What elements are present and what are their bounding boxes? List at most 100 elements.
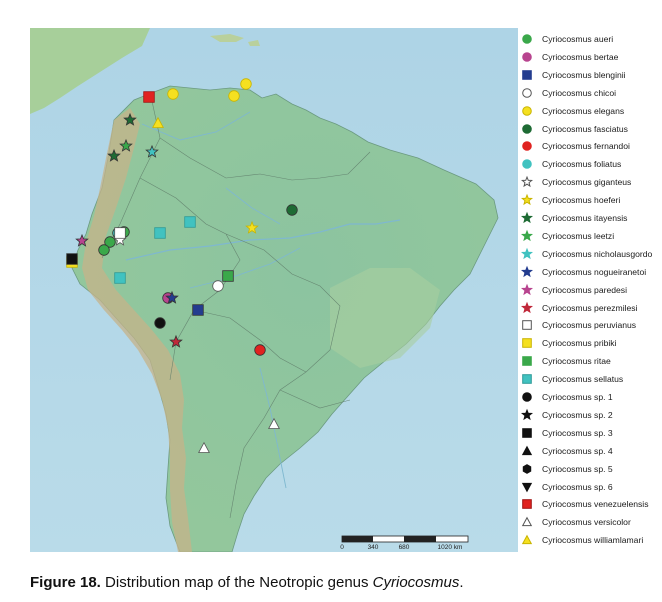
caption-text: Distribution map of the Neotropic genus (100, 574, 373, 591)
legend-item: Cyriocosmus sp. 6 (520, 478, 613, 496)
legend-symbol-star-icon (521, 247, 533, 259)
legend-label: Cyriocosmus versicolor (542, 517, 631, 528)
legend-item: Cyriocosmus nicholausgordo (520, 245, 652, 263)
legend-item: Cyriocosmus fernandoi (520, 137, 630, 155)
legend-item: Cyriocosmus blenginii (520, 66, 626, 84)
legend-symbol-star-icon (521, 283, 533, 295)
legend-symbol-star-icon (521, 175, 533, 188)
map-marker-square (66, 253, 78, 265)
map-marker-circle (167, 88, 179, 100)
map-marker-circle (104, 236, 116, 248)
legend-symbol-circle-icon (522, 105, 532, 116)
legend-item: Cyriocosmus williamlamari (520, 531, 643, 549)
legend-item: Cyriocosmus venezuelensis (520, 495, 649, 513)
map-marker-square (114, 227, 126, 239)
map-marker-circle (240, 78, 252, 90)
legend-symbol-star-icon (521, 301, 533, 313)
legend-item: Cyriocosmus giganteus (520, 173, 631, 191)
negro-river (225, 187, 281, 225)
map-canvas: 0 340 680 1020 km (30, 28, 518, 553)
legend-label: Cyriocosmus sp. 5 (542, 463, 613, 474)
legend-symbol-triangle-icon (521, 445, 533, 455)
legend-item: Cyriocosmus fasciatus (520, 120, 628, 138)
map-marker-square (154, 227, 166, 239)
map-marker-square (143, 91, 155, 103)
legend-label: Cyriocosmus sp. 3 (542, 427, 613, 438)
legend-label: Cyriocosmus nogueiranetoi (542, 266, 647, 277)
legend-label: Cyriocosmus pribiki (542, 338, 617, 349)
legend-label: Cyriocosmus bertae (542, 51, 619, 62)
legend-item: Cyriocosmus sp. 5 (520, 460, 613, 478)
map-marker-star (123, 112, 137, 126)
legend-item: Cyriocosmus paredesi (520, 281, 627, 299)
legend-symbol-triangle-icon (521, 534, 533, 545)
orinoco-river (141, 111, 251, 141)
map-marker-square (184, 216, 196, 228)
legend-item: Cyriocosmus chicoi (520, 84, 616, 102)
scale-bar-segment-3 (404, 536, 436, 542)
legend-label: Cyriocosmus sp. 2 (542, 409, 613, 420)
island-hispaniola (210, 34, 244, 42)
legend-label: Cyriocosmus sp. 1 (542, 392, 613, 402)
legend-label: Cyriocosmus hoeferi (542, 195, 621, 206)
legend-item: Cyriocosmus peruvianus (520, 316, 636, 334)
scale-tick-340: 340 (368, 544, 379, 551)
legend-symbol-star-icon (521, 265, 533, 277)
map-marker-star (119, 138, 133, 152)
map-marker-circle (286, 204, 298, 216)
caption-end: . (459, 574, 464, 591)
legend-label: Cyriocosmus chicoi (542, 87, 617, 98)
legend-symbol-star-icon (521, 408, 533, 420)
legend-item: Cyriocosmus sp. 1 (520, 388, 613, 406)
legend-symbol-square-icon (522, 499, 532, 510)
legend-item: Cyriocosmus leetzi (520, 227, 614, 245)
map-marker-circle (254, 344, 266, 356)
legend-item: Cyriocosmus bertae (520, 48, 618, 66)
legend-symbol-circle-icon (522, 141, 532, 152)
legend-label: Cyriocosmus venezuelensis (542, 499, 649, 510)
scale-bar-segment-1 (342, 536, 373, 542)
legend-symbol-circle-icon (522, 392, 532, 402)
legend-label: Cyriocosmus ritae (542, 356, 611, 367)
madeira-river (189, 247, 301, 289)
legend-label: Cyriocosmus sp. 4 (542, 445, 613, 456)
legend-label: Cyriocosmus fernandoi (542, 141, 630, 152)
map-marker-circle (154, 317, 166, 329)
legend-label: Cyriocosmus giganteus (542, 177, 632, 188)
scale-tick-680: 680 (399, 544, 410, 551)
legend-item: Cyriocosmus versicolor (520, 513, 631, 531)
legend-label: Cyriocosmus sellatus (542, 374, 624, 385)
legend-symbol-triangle-icon (521, 516, 533, 527)
scale-tick-1020: 1020 km (438, 544, 463, 551)
legend-label: Cyriocosmus williamlamari (542, 535, 644, 546)
scale-tick-0: 0 (340, 544, 344, 551)
legend-symbol-star-icon (521, 229, 533, 241)
legend-item: Cyriocosmus itayensis (520, 209, 627, 227)
legend-item: Cyriocosmus elegans (520, 102, 624, 120)
central-america (30, 28, 150, 114)
caption-label: Figure 18. (30, 574, 101, 591)
legend-label: Cyriocosmus foliatus (542, 159, 622, 170)
map-marker-square (192, 304, 204, 316)
legend-label: Cyriocosmus peruvianus (542, 320, 637, 331)
occurrence-markers (66, 78, 298, 453)
legend-item: Cyriocosmus pribiki (520, 334, 617, 352)
legend-label: Cyriocosmus elegans (542, 105, 625, 116)
caption-genus: Cyriocosmus (372, 574, 460, 591)
legend-item: Cyriocosmus sp. 3 (520, 424, 613, 442)
map-marker-square (222, 270, 234, 282)
map-marker-star (145, 144, 159, 158)
island-puerto-rico (248, 40, 260, 46)
amazon-river (125, 219, 401, 261)
country-borders (101, 91, 371, 519)
map-marker-square (114, 272, 126, 284)
scale-bar: 0 340 680 1020 km (340, 535, 469, 551)
legend-item: Cyriocosmus aueri (520, 30, 613, 48)
map-marker-triangle (268, 417, 280, 429)
legend-label: Cyriocosmus leetzi (542, 230, 615, 241)
legend-item: Cyriocosmus hoeferi (520, 191, 620, 209)
legend-symbol-triangle-down-icon (521, 482, 533, 492)
legend-symbol-star-icon (521, 211, 533, 224)
map-marker-circle (228, 90, 240, 102)
legend-item: Cyriocosmus sp. 4 (520, 442, 613, 460)
